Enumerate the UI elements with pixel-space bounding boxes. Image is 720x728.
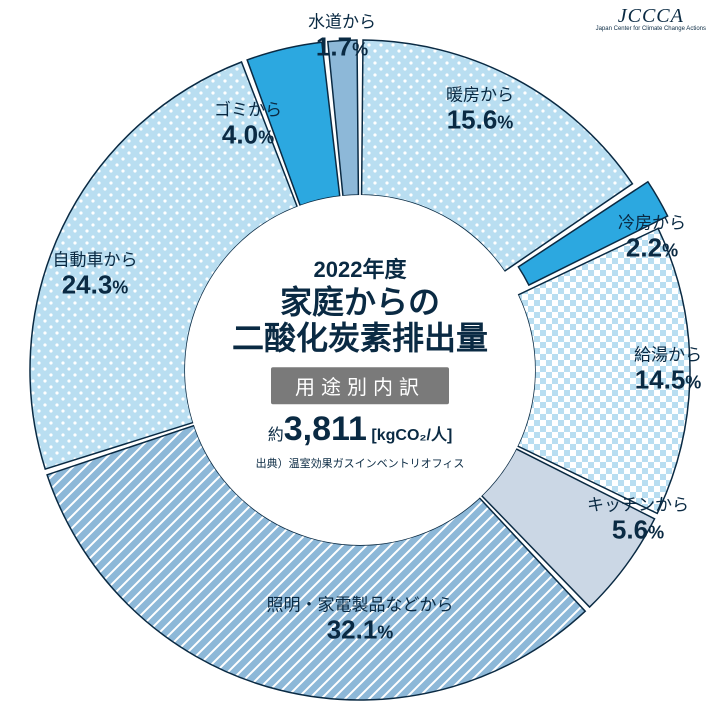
slice-label: 水道から1.7% — [308, 12, 376, 61]
slice-name: ゴミから — [214, 100, 282, 120]
center-value-unit: [kgCO₂/人] — [371, 427, 452, 444]
center-band: 用途別内訳 — [271, 367, 449, 404]
slice-label: 暖房から15.6% — [446, 85, 514, 134]
center-source: 出典）温室効果ガスインベントリオフィス — [190, 455, 530, 471]
center-value-number: 3,811 — [284, 410, 367, 448]
slice-value: 15.6% — [446, 105, 514, 135]
center-title-1: 家庭からの — [190, 284, 530, 321]
slice-name: 暖房から — [446, 85, 514, 105]
slice-label: 給湯から14.5% — [634, 345, 702, 394]
slice-value: 4.0% — [214, 120, 282, 150]
slice-label: 自動車から24.3% — [53, 250, 138, 299]
logo-sub: Japan Center for Climate Change Actions — [596, 26, 706, 32]
slice-value: 14.5% — [634, 365, 702, 395]
slice-label: 冷房から2.2% — [618, 213, 686, 262]
slice-value: 5.6% — [587, 515, 689, 545]
slice-label: キッチンから5.6% — [587, 495, 689, 544]
slice-name: 給湯から — [634, 345, 702, 365]
slice-name: 水道から — [308, 12, 376, 32]
logo: JCCCA Japan Center for Climate Change Ac… — [596, 6, 706, 32]
logo-text: JCCCA — [596, 6, 706, 26]
center-value: 約3,811 [kgCO₂/人] — [190, 410, 530, 449]
center-year: 2022年度 — [190, 252, 530, 284]
center-panel: 2022年度 家庭からの 二酸化炭素排出量 用途別内訳 約3,811 [kgCO… — [190, 252, 530, 472]
slice-name: 冷房から — [618, 213, 686, 233]
slice-value: 1.7% — [308, 32, 376, 62]
slice-name: 照明・家電製品などから — [267, 595, 454, 615]
slice-value: 32.1% — [267, 615, 454, 645]
slice-label: ゴミから4.0% — [214, 100, 282, 149]
slice-value: 2.2% — [618, 233, 686, 263]
slice-value: 24.3% — [53, 270, 138, 300]
center-value-prefix: 約 — [268, 427, 284, 444]
slice-name: キッチンから — [587, 495, 689, 515]
slice-name: 自動車から — [53, 250, 138, 270]
center-title-2: 二酸化炭素排出量 — [190, 321, 530, 358]
slice-label: 照明・家電製品などから32.1% — [267, 595, 454, 644]
